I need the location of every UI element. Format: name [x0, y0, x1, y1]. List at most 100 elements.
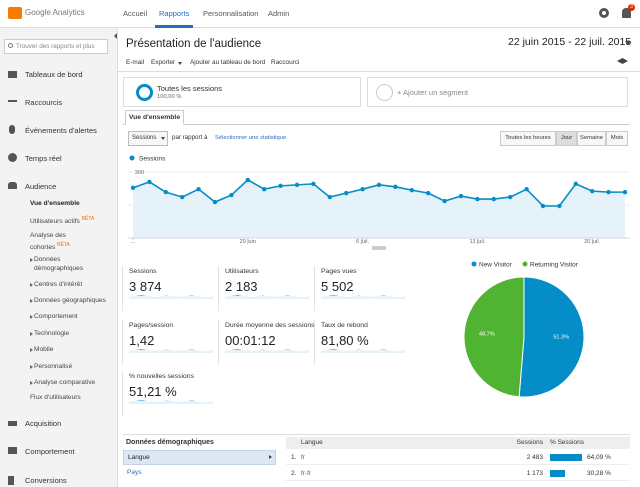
point	[376, 182, 382, 188]
nav-item[interactable]: Vue d'ensemble	[30, 200, 80, 207]
point	[540, 203, 546, 209]
nav-section[interactable]: Acquisition	[25, 419, 62, 428]
granularity-button[interactable]: Jour	[556, 131, 577, 146]
dropdown-arrow	[178, 62, 182, 65]
segment-name: Toutes les sessions	[157, 84, 223, 93]
row-sessions: 1 173	[526, 470, 543, 477]
nav-link[interactable]: Rapports	[159, 9, 190, 18]
date-range[interactable]: 22 juin 2015 - 22 juil. 2015	[508, 36, 632, 48]
row-link[interactable]: fr	[301, 454, 305, 461]
legend-label: New Visitor	[479, 262, 513, 269]
settings-icon[interactable]	[599, 8, 609, 18]
arrow	[269, 455, 272, 459]
nav-link[interactable]: Personnalisation	[203, 9, 259, 18]
row-index: 2.	[291, 470, 297, 477]
top-bar: Google Analytics Accueil Rapports Person…	[0, 0, 640, 28]
nav-item[interactable]: Données géographiques	[30, 297, 118, 306]
toolbar-button[interactable]: Raccourci	[271, 59, 300, 66]
row-divider	[286, 464, 630, 465]
date-dropdown-arrow	[625, 41, 631, 45]
nav-item-label: Utilisateurs actifs	[30, 218, 80, 226]
slice-label: 48.7%	[479, 331, 495, 337]
slice-label: 51.3%	[553, 335, 569, 341]
nav-section[interactable]: Raccourcis	[25, 98, 63, 107]
granularity-button[interactable]: Toutes les heures	[500, 131, 556, 146]
row-index: 1.	[291, 454, 297, 461]
metric-value: 81,80 %	[321, 333, 369, 348]
metric-label mlabel: Pages vues	[321, 268, 357, 275]
x-tick-label: 20 juil.	[584, 239, 600, 245]
nav-link[interactable]: Accueil	[123, 9, 148, 18]
sparkline	[129, 295, 213, 299]
legend-label: Returning Visitor	[530, 262, 579, 269]
row-link[interactable]: fr-fr	[301, 470, 312, 477]
metric-label mlabel: Pages/session	[129, 322, 174, 329]
notifications-icon[interactable]	[622, 8, 631, 18]
nav-item[interactable]: Mobile	[30, 346, 118, 355]
nav-link[interactable]: Admin	[268, 9, 290, 18]
nav-item[interactable]: Comportement	[30, 313, 118, 322]
point	[491, 196, 496, 202]
notification-badge: 3	[628, 4, 635, 11]
nav-item[interactable]: Technologie	[30, 330, 118, 339]
alert-icon	[9, 125, 15, 134]
collapse-toggle[interactable]	[114, 33, 117, 39]
nav-item[interactable]: Données démographiques	[30, 256, 96, 273]
nav-item[interactable]: Analyse des cohortes BÊTA	[30, 232, 80, 252]
nav-item[interactable]: Flux d'utilisateurs	[30, 394, 81, 401]
sparkline	[129, 349, 213, 353]
x-tick-label: ...	[131, 239, 136, 245]
nav-section[interactable]: Audience	[25, 182, 57, 191]
metric-value: 1,42	[129, 333, 155, 348]
acquisition-icon	[8, 421, 17, 426]
nav-item[interactable]: Utilisateurs actifs BÊTA	[30, 215, 114, 227]
nav-item[interactable]: Centres d'intérêt	[30, 281, 118, 290]
toolbar-button[interactable]: Exporter	[151, 59, 176, 66]
metric-select[interactable]: Sessions	[128, 131, 168, 146]
nav-item-label: Analyse des cohortes	[30, 232, 66, 251]
toolbar-button[interactable]: E-mail	[126, 59, 145, 66]
header-cell: % Sessions	[550, 439, 584, 446]
select-stat-link[interactable]: Sélectionner une statistique	[215, 135, 287, 141]
x-tick-label: 29 juin	[240, 239, 256, 245]
nav-item[interactable]: Personnalisé	[30, 363, 118, 372]
help-icon[interactable]	[617, 58, 628, 64]
nav-section[interactable]: Tableaux de bord	[25, 70, 83, 79]
dimension-selected[interactable]: Langue	[123, 450, 276, 465]
point	[294, 182, 300, 188]
add-segment-card[interactable]: + Ajouter un segment	[367, 77, 628, 107]
point	[409, 187, 414, 193]
segment-card[interactable]: Toutes les sessions 100,00 %	[123, 77, 361, 107]
segment-ring	[136, 84, 153, 101]
segment-share: 100,00 %	[157, 94, 182, 100]
granularity-button[interactable]: Mois	[606, 131, 628, 146]
point	[344, 190, 349, 196]
dimension-link[interactable]: Pays	[127, 469, 142, 476]
legend-marker	[129, 155, 135, 161]
compare-label: par rapport à	[172, 134, 208, 141]
toolbar-button[interactable]: Ajouter au tableau de bord	[190, 59, 266, 66]
x-tick-label: 13 juil.	[469, 239, 485, 245]
nav-item[interactable]: Analyse comparative	[30, 379, 118, 388]
metric-label mlabel: Taux de rebond	[321, 322, 368, 329]
metric-select-label: Sessions	[132, 135, 157, 141]
divider	[123, 434, 630, 435]
metric-value: 2 183	[225, 279, 258, 294]
product-name: Google Analytics	[25, 8, 85, 17]
legend-marker	[471, 261, 477, 267]
nav-section[interactable]: Temps réel	[25, 154, 62, 163]
point	[311, 181, 316, 187]
search-box[interactable]: Trouver des rapports et plus	[4, 39, 108, 54]
granularity-button[interactable]: Semaine	[577, 131, 606, 146]
nav-section[interactable]: Conversions	[25, 476, 67, 485]
point	[606, 189, 611, 195]
nav-section[interactable]: Événements d'alertes	[25, 126, 97, 135]
metric-label mlabel: Utilisateurs	[225, 268, 259, 275]
audience-icon	[8, 182, 17, 189]
tab[interactable]: Vue d'ensemble	[125, 110, 184, 125]
segment-ring	[376, 84, 393, 101]
row-share: 64,09 %	[587, 454, 611, 461]
nav-section[interactable]: Comportement	[25, 447, 75, 456]
